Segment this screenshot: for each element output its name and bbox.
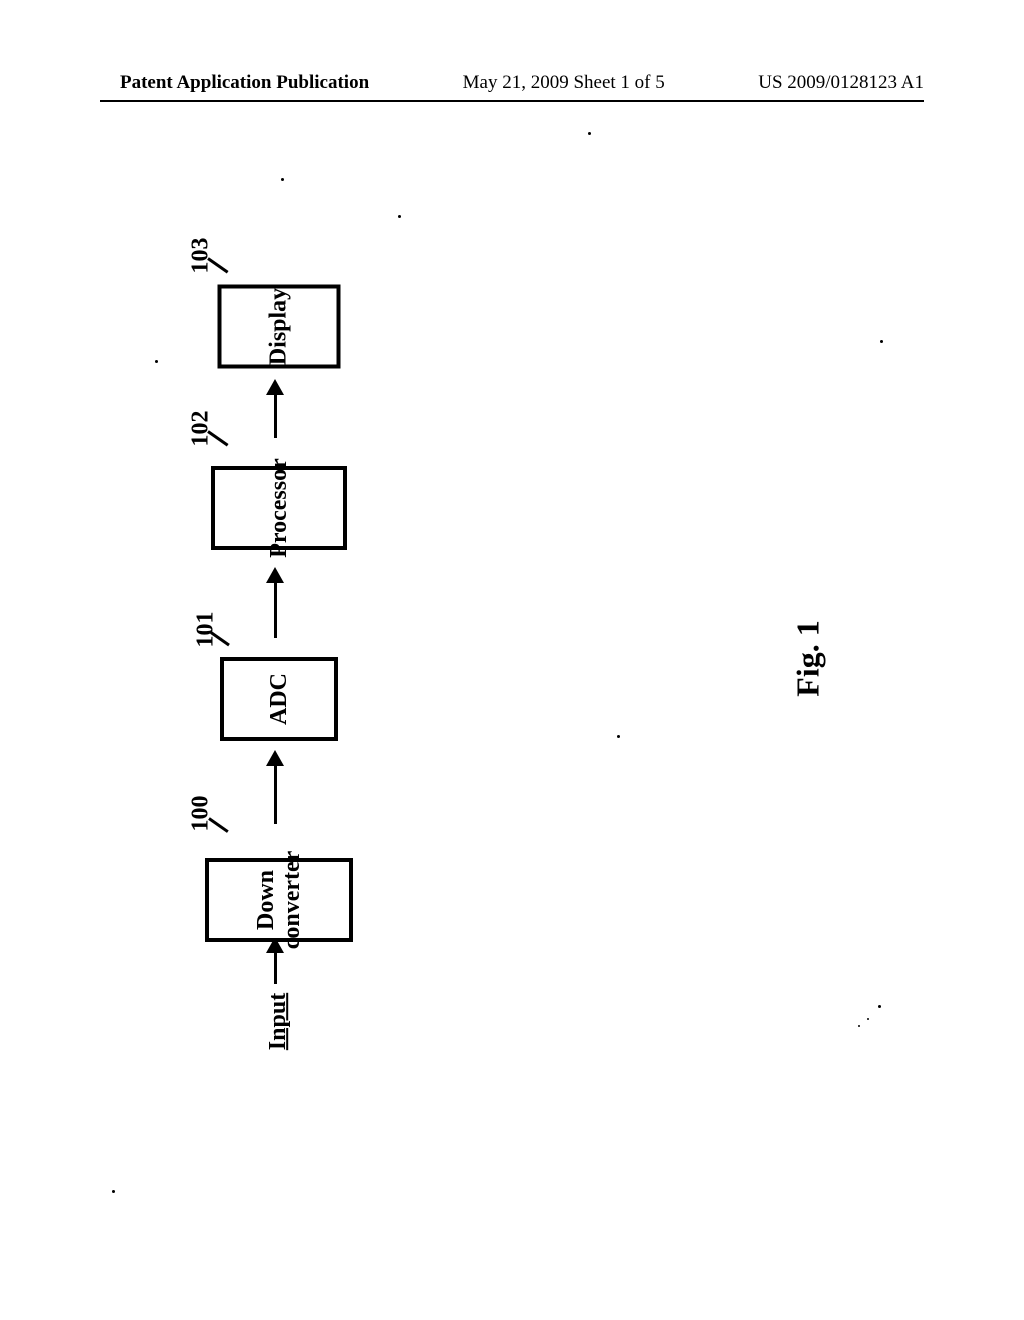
input-label: Input [265, 993, 292, 1050]
ref-103: 103 [188, 238, 215, 274]
header-left: Patent Application Publication [120, 72, 369, 94]
node-down-converter-line1: Down [253, 851, 279, 950]
ref-102: 102 [188, 411, 215, 447]
arrowhead-n0-n1 [266, 750, 284, 766]
speck [281, 178, 284, 181]
arrow-n1-n2 [274, 581, 277, 638]
speck [112, 1190, 115, 1193]
speck [155, 360, 158, 363]
ref-101: 101 [193, 612, 220, 648]
header-mid: May 21, 2009 Sheet 1 of 5 [463, 72, 665, 94]
header-rule [100, 100, 924, 102]
speck [880, 340, 883, 343]
node-display: Display [218, 285, 341, 369]
page-header: Patent Application Publication May 21, 2… [0, 72, 1024, 94]
node-down-converter: Down converter [205, 858, 353, 942]
speck [398, 215, 401, 218]
ref-100: 100 [188, 796, 215, 832]
page: Patent Application Publication May 21, 2… [0, 0, 1024, 1320]
arrow-n0-n1 [274, 764, 277, 824]
figure-caption: Fig. 1 [790, 620, 827, 696]
speck [867, 1018, 869, 1020]
arrowhead-n1-n2 [266, 567, 284, 583]
arrowhead-n2-n3 [266, 379, 284, 395]
speck [858, 1025, 860, 1027]
speck [617, 735, 620, 738]
speck [588, 132, 591, 135]
node-down-converter-line2: converter [279, 851, 305, 950]
header-right: US 2009/0128123 A1 [758, 72, 924, 94]
speck [878, 1005, 881, 1008]
arrow-n2-n3 [274, 393, 277, 438]
node-adc: ADC [220, 657, 338, 741]
node-processor: Processor [211, 466, 347, 550]
arrow-input-to-n0 [274, 951, 277, 984]
